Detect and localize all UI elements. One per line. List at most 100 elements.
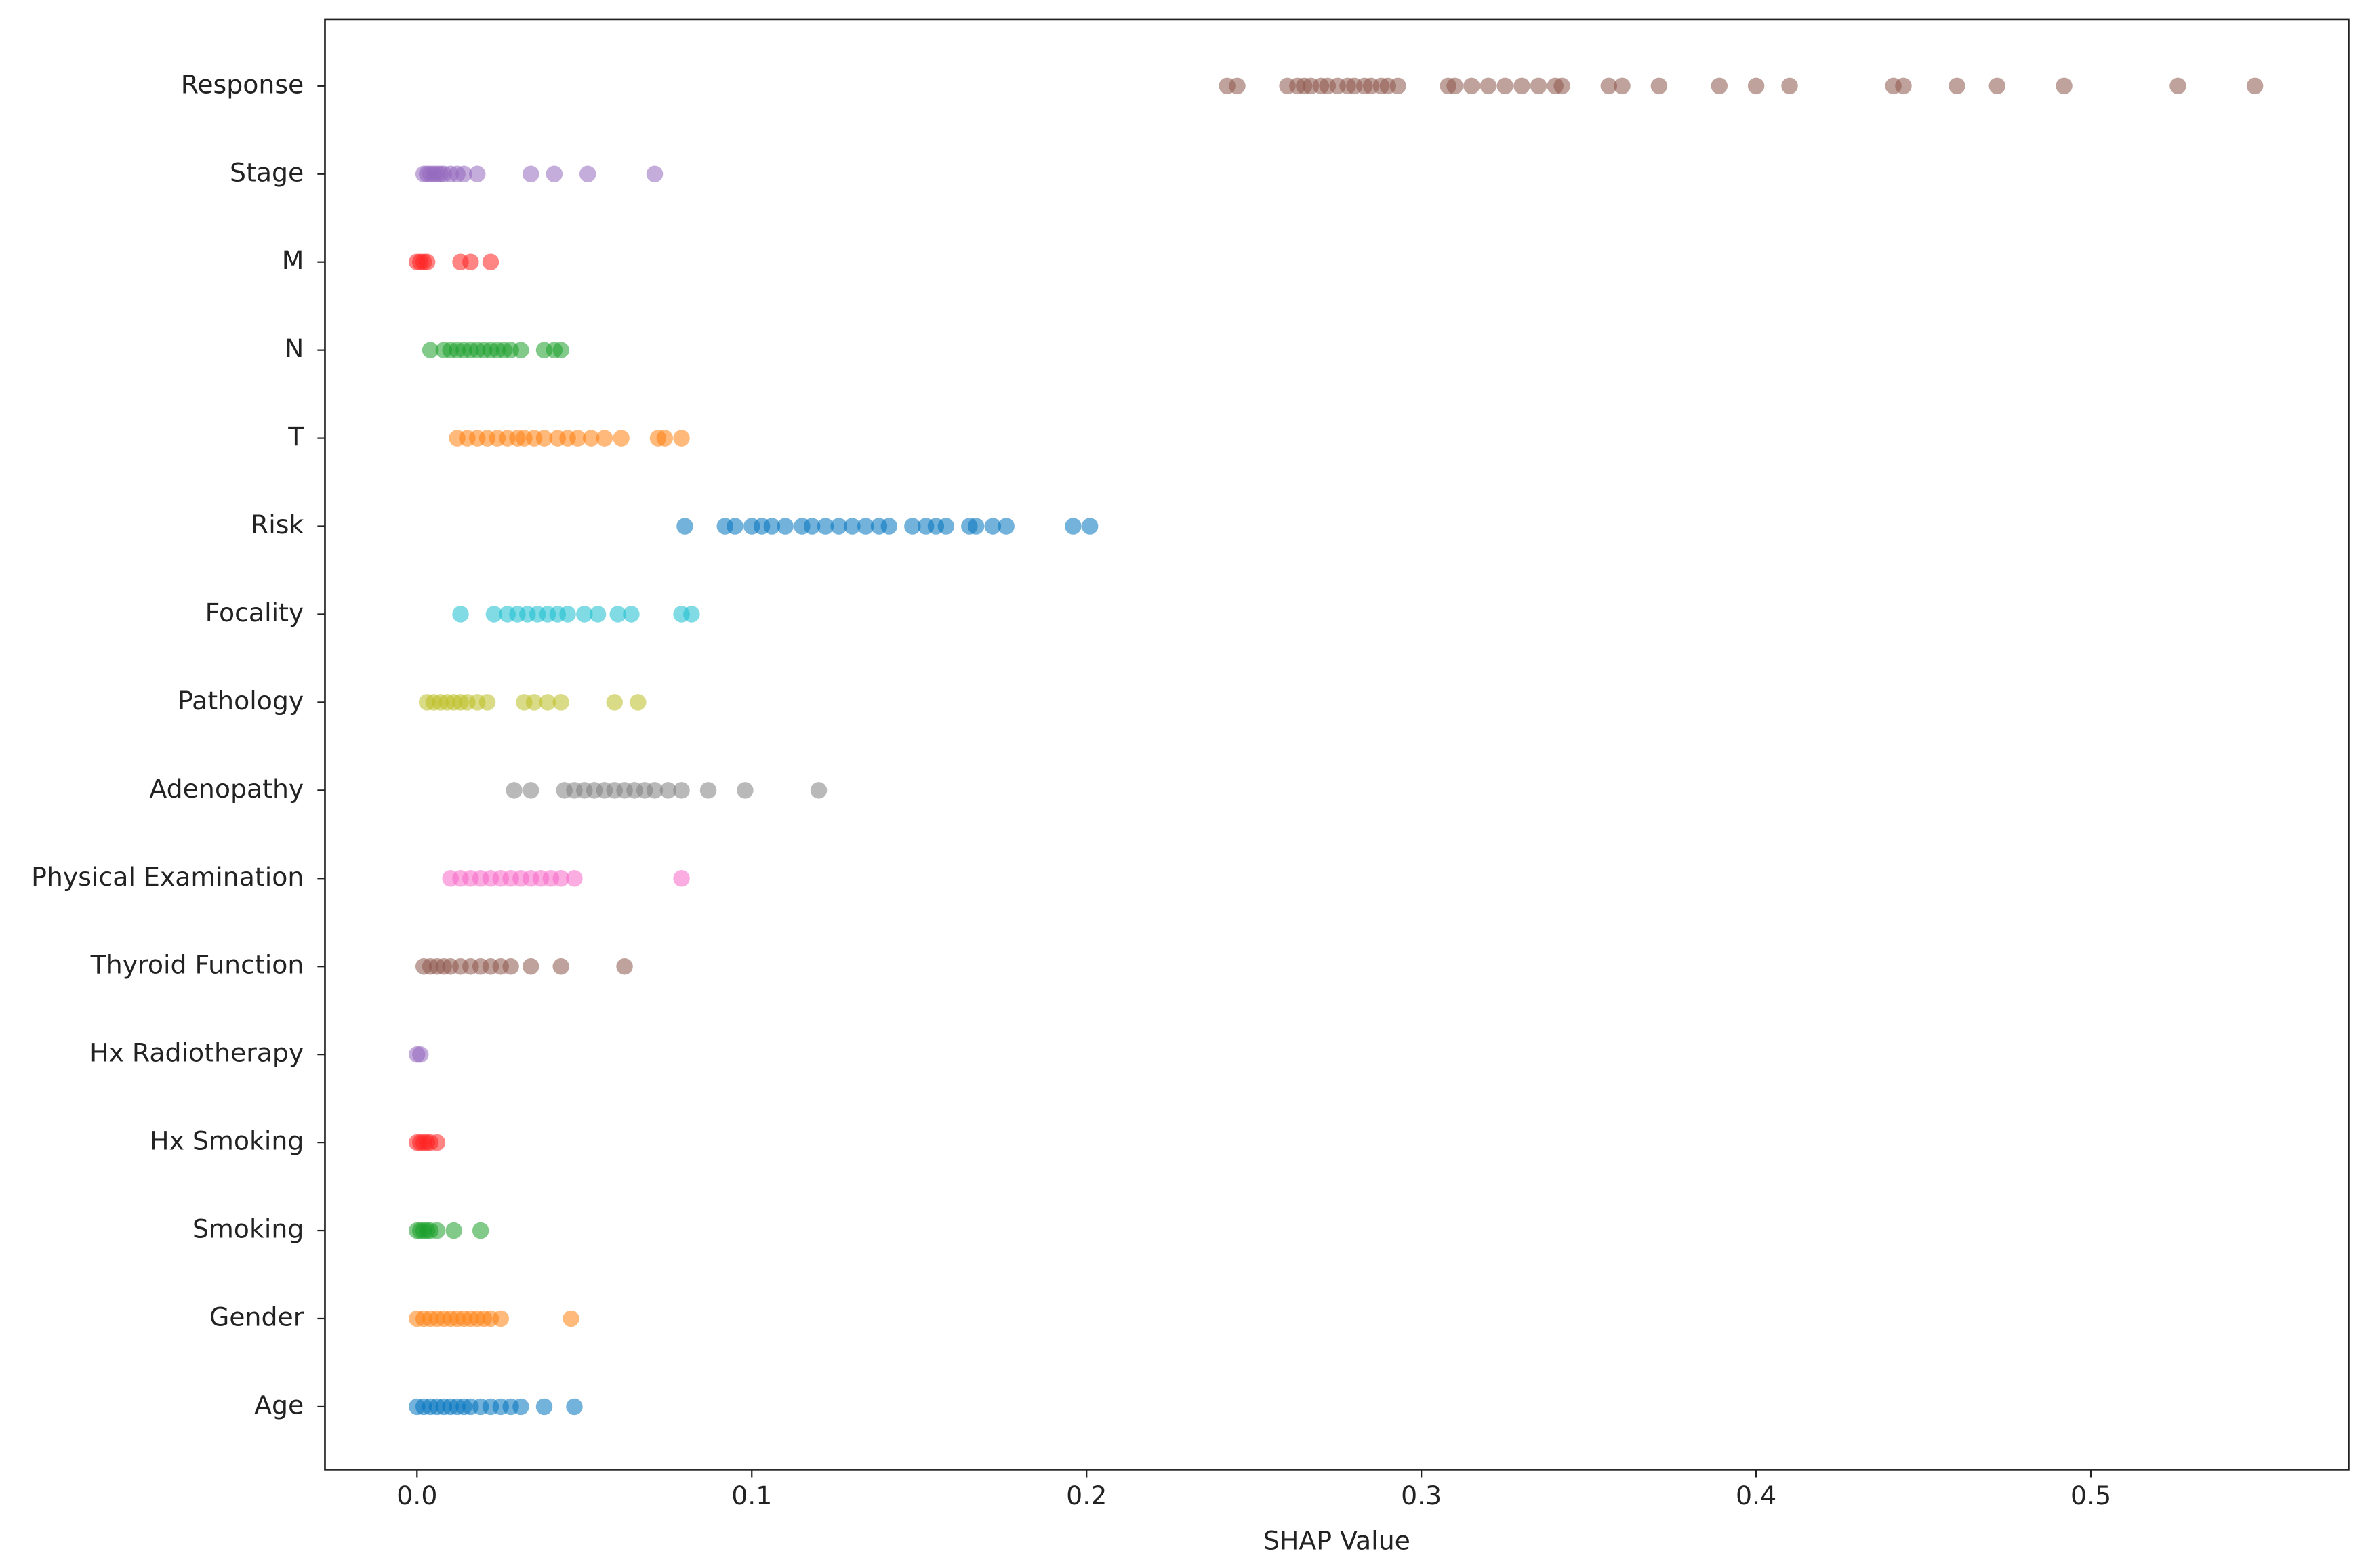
point <box>535 430 553 447</box>
point <box>1711 77 1728 95</box>
point <box>422 342 439 358</box>
y-tick-label: Pathology <box>178 686 304 716</box>
x-tick-label: 0.5 <box>2071 1481 2111 1510</box>
y-tick-label: Age <box>254 1390 304 1420</box>
point <box>1747 77 1765 95</box>
point <box>492 1310 510 1327</box>
point <box>817 518 834 535</box>
point <box>506 782 523 799</box>
x-tick-label: 0.1 <box>731 1481 772 1510</box>
y-tick-label: Thyroid Function <box>90 950 304 980</box>
point <box>1389 77 1406 95</box>
point <box>478 694 496 711</box>
point <box>2246 77 2264 95</box>
point <box>576 606 593 623</box>
point <box>1513 77 1530 95</box>
point <box>1480 77 1497 95</box>
point <box>606 694 623 711</box>
point <box>1781 77 1798 95</box>
point <box>777 518 794 535</box>
point <box>673 430 690 447</box>
point <box>880 518 898 535</box>
point <box>646 782 664 799</box>
point <box>523 165 539 183</box>
x-tick-label: 0.4 <box>1736 1481 1776 1510</box>
point <box>2169 77 2186 95</box>
point <box>539 694 556 711</box>
point <box>512 1398 529 1416</box>
point <box>646 165 664 183</box>
y-tick-label: Smoking <box>192 1214 304 1244</box>
point <box>552 694 569 711</box>
point <box>737 782 754 799</box>
point <box>535 1398 553 1416</box>
point <box>566 1398 583 1416</box>
y-tick-label: Adenopathy <box>149 774 304 804</box>
point <box>582 430 600 447</box>
x-tick-label: 0.0 <box>396 1481 437 1510</box>
point <box>2056 77 2073 95</box>
point <box>656 430 674 447</box>
point <box>967 518 985 535</box>
point <box>452 606 469 623</box>
point <box>485 606 503 623</box>
point <box>546 165 563 183</box>
point <box>1446 77 1463 95</box>
point <box>1614 77 1631 95</box>
y-tick-label: Gender <box>209 1302 304 1332</box>
plot-frame <box>324 18 2350 1471</box>
point <box>1895 77 1912 95</box>
point <box>412 1046 429 1063</box>
point <box>676 518 693 535</box>
point <box>1463 77 1480 95</box>
point <box>613 430 630 447</box>
y-tick-label: Risk <box>251 510 304 539</box>
point <box>462 253 479 270</box>
point <box>566 870 583 887</box>
point <box>904 518 921 535</box>
point <box>857 518 874 535</box>
point <box>512 342 529 358</box>
x-tick-label: 0.2 <box>1066 1481 1107 1510</box>
point <box>552 342 569 358</box>
point <box>563 1310 579 1327</box>
point <box>1065 518 1082 535</box>
point <box>673 782 690 799</box>
point <box>609 606 626 623</box>
point <box>1553 77 1570 95</box>
point <box>1496 77 1513 95</box>
y-tick-label: Hx Radiotherapy <box>89 1038 304 1068</box>
point <box>998 518 1015 535</box>
point <box>559 606 576 623</box>
point <box>803 518 821 535</box>
point <box>683 606 700 623</box>
point <box>445 1222 462 1239</box>
point <box>630 694 647 711</box>
point <box>455 165 472 183</box>
point <box>589 606 607 623</box>
point <box>699 782 717 799</box>
point <box>1600 77 1618 95</box>
x-axis-label: SHAP Value <box>1263 1526 1410 1556</box>
point <box>616 957 633 975</box>
point <box>569 430 586 447</box>
point <box>727 518 743 535</box>
y-tick-label: Response <box>181 69 304 99</box>
point <box>525 694 543 711</box>
point <box>1949 77 1965 95</box>
point <box>623 606 640 623</box>
point <box>428 1222 446 1239</box>
point <box>418 253 436 270</box>
point <box>579 165 596 183</box>
point <box>552 957 569 975</box>
y-tick-label: M <box>282 245 304 275</box>
point <box>502 957 519 975</box>
point <box>482 253 499 270</box>
point <box>1081 518 1099 535</box>
y-tick-label: Stage <box>230 157 304 187</box>
point <box>810 782 828 799</box>
point <box>844 518 861 535</box>
point <box>984 518 1002 535</box>
y-tick-label: Physical Examination <box>31 862 304 892</box>
